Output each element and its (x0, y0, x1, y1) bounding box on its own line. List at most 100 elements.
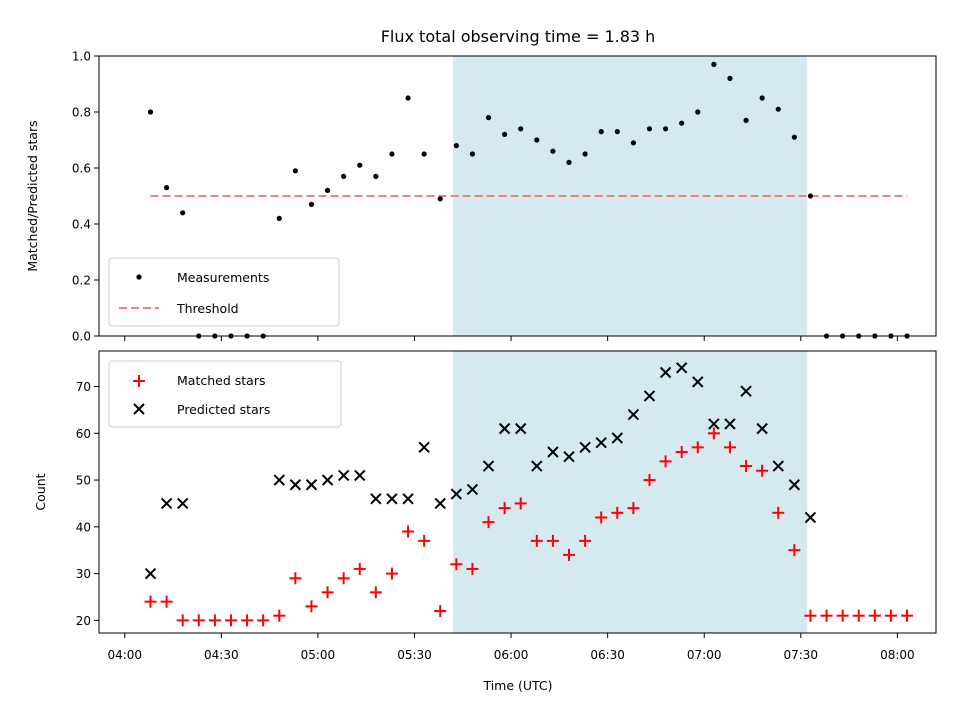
measurement-point (791, 134, 797, 140)
count-y-axis: 20 30 40 50 60 70 (76, 380, 99, 628)
y-tick-label: 0.0 (72, 330, 91, 344)
measurement-point (679, 120, 685, 126)
y-tick-label: 20 (76, 614, 91, 628)
matched-point (707, 427, 720, 440)
y-tick-label: 70 (76, 380, 91, 394)
x-tick-label: 07:30 (783, 648, 818, 662)
count-x-axis: 04:00 04:30 05:00 05:30 06:00 06:30 07:00 07:30… (107, 633, 915, 662)
matched-point (643, 474, 656, 487)
x-tick-label: 06:30 (590, 648, 625, 662)
measurement-point (357, 162, 363, 168)
predicted-point (466, 483, 479, 496)
predicted-point (611, 432, 624, 444)
matched-point (192, 614, 205, 627)
measurement-point (502, 131, 508, 137)
measurement-point (743, 117, 749, 123)
matched-point (176, 614, 189, 627)
matched-point (659, 455, 672, 468)
matched-point (337, 572, 350, 585)
y-tick-label: 40 (76, 520, 91, 534)
measurement-point (518, 126, 524, 132)
matched-point (836, 609, 849, 622)
ratio-panel-frame (98, 55, 937, 337)
matched-point (160, 595, 173, 608)
predicted-point (337, 469, 350, 482)
predicted-point (370, 493, 382, 505)
matched-point (418, 534, 431, 547)
y-tick-label: 0.6 (72, 162, 91, 176)
predicted-point (772, 460, 784, 472)
predicted-point (756, 422, 768, 435)
matched-point (740, 460, 753, 473)
measurement-point (759, 95, 765, 101)
ratio-y-label: Matched/Predicted stars (25, 120, 40, 271)
x-tick-label: 04:30 (204, 648, 239, 662)
ratio-panel: 0.0 0.2 0.4 0.6 0.8 1.0 Matched/Predicted sta… (25, 50, 937, 344)
matched-point (402, 525, 415, 538)
measurement-point (308, 201, 315, 207)
figure-title: Flux total observing time = 1.83 h (381, 27, 656, 46)
y-tick-label: 50 (76, 474, 91, 488)
predicted-point (176, 497, 189, 510)
matched-point (852, 609, 865, 622)
x-tick-label: 08:00 (880, 648, 915, 662)
legend-label-matched: Matched stars (177, 373, 265, 388)
measurement-point (534, 137, 540, 143)
predicted-point (386, 493, 398, 505)
measurement-point (164, 185, 170, 191)
matched-point (450, 558, 463, 571)
matched-point (498, 502, 511, 515)
predicted-point (450, 488, 463, 500)
matched-point (723, 441, 736, 454)
measurement-point (373, 173, 379, 179)
matched-point (868, 609, 881, 622)
matched-point (353, 562, 366, 575)
matched-points (144, 427, 914, 627)
predicted-point (515, 422, 527, 435)
predicted-point (402, 493, 414, 505)
predicted-point (498, 422, 511, 435)
x-tick-label: 05:00 (301, 648, 336, 662)
legend-marker-predicted (133, 403, 145, 415)
predicted-point (659, 366, 672, 379)
measurement-point (695, 109, 701, 115)
matched-point (579, 534, 592, 547)
measurement-point (711, 61, 717, 67)
predicted-point (434, 497, 446, 510)
count-x-label: Time (UTC) (482, 678, 552, 693)
matched-point (901, 609, 914, 622)
matched-point (273, 609, 286, 622)
legend-label-threshold: Threshold (176, 301, 239, 316)
measurement-point (292, 168, 298, 174)
matched-point (546, 534, 559, 547)
predicted-point (675, 362, 688, 374)
measurement-point (550, 148, 556, 154)
x-tick-label: 05:30 (397, 648, 432, 662)
measurement-point (324, 187, 331, 193)
matched-point (369, 586, 382, 599)
measurement-point (276, 215, 282, 221)
predicted-point (273, 474, 285, 486)
measurement-point (389, 151, 395, 157)
measurement-point (614, 129, 620, 135)
predicted-point (579, 441, 591, 454)
ratio-legend-box (108, 257, 340, 327)
predicted-point (788, 479, 801, 491)
legend-marker-measurements (136, 274, 142, 280)
measurement-point (582, 151, 588, 157)
matched-point (482, 516, 495, 529)
matched-point (772, 506, 785, 519)
measurement-point (566, 159, 572, 165)
matched-point (804, 609, 817, 622)
ratio-legend: Measurements Threshold (108, 257, 340, 327)
predicted-point (354, 469, 366, 482)
ratio-y-axis: 0.0 0.2 0.4 0.6 0.8 1.0 (72, 50, 99, 344)
matched-point (675, 446, 688, 459)
matched-point (466, 562, 479, 575)
predicted-point (418, 441, 430, 454)
matched-point (788, 544, 801, 557)
matched-point (224, 614, 237, 627)
matched-point (257, 614, 270, 627)
matched-point (530, 534, 543, 547)
measurement-point (453, 143, 459, 149)
